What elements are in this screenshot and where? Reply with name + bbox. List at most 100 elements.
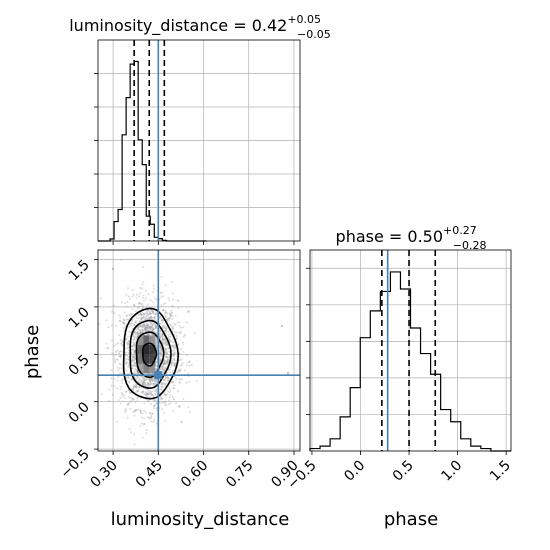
scatter-point — [164, 394, 167, 397]
scatter-point — [135, 408, 138, 411]
scatter-point — [146, 324, 149, 327]
scatter-point — [119, 356, 122, 359]
scatter-point — [146, 392, 149, 395]
luminosity-distance-marginal-grid — [98, 40, 300, 241]
scatter-point — [136, 332, 139, 335]
scatter-point — [167, 358, 170, 361]
contour-line — [122, 307, 180, 400]
scatter-point — [180, 347, 183, 350]
scatter-point — [177, 299, 180, 302]
scatter-point — [160, 296, 163, 299]
scatter-point — [148, 326, 151, 329]
scatter-point — [161, 408, 164, 411]
scatter-point — [143, 378, 146, 381]
scatter-point — [153, 407, 156, 410]
scatter-point — [153, 405, 156, 408]
scatter-point — [168, 299, 171, 302]
scatter-point — [150, 325, 152, 328]
scatter-point — [175, 337, 178, 340]
scatter-point — [138, 333, 141, 336]
scatter-point — [169, 314, 172, 317]
scatter-point — [172, 387, 175, 390]
scatter-point — [159, 330, 162, 332]
scatter-point — [150, 317, 153, 319]
scatter-point — [172, 305, 174, 307]
scatter-point — [171, 292, 174, 295]
scatter-point — [165, 361, 168, 364]
scatter-point — [151, 323, 154, 326]
scatter-point — [127, 287, 129, 290]
scatter-point — [169, 313, 172, 316]
scatter-point — [140, 317, 143, 319]
scatter-point — [173, 387, 175, 390]
scatter-point — [146, 329, 149, 332]
scatter-point — [151, 310, 153, 313]
scatter-point — [148, 316, 151, 319]
scatter-point — [119, 319, 122, 322]
scatter-point — [146, 377, 149, 380]
scatter-point — [173, 330, 176, 333]
scatter-point — [136, 327, 139, 330]
luminosity-distance-title-param: luminosity_distance — [69, 16, 228, 36]
scatter-point — [132, 341, 135, 344]
scatter-point — [133, 344, 136, 347]
scatter-point — [164, 359, 166, 362]
scatter-point — [119, 339, 122, 342]
scatter-point — [161, 367, 164, 370]
scatter-point — [149, 312, 152, 315]
scatter-point — [161, 365, 164, 368]
scatter-point — [118, 352, 121, 355]
scatter-point — [145, 328, 147, 331]
scatter-point — [141, 383, 144, 386]
scatter-point — [132, 398, 135, 401]
scatter-point — [171, 305, 174, 308]
scatter-point — [158, 369, 161, 372]
scatter-point — [140, 422, 143, 425]
scatter-point — [173, 364, 176, 367]
scatter-point — [158, 333, 161, 336]
scatter-point — [111, 310, 114, 313]
scatter-point — [138, 386, 140, 389]
scatter-point — [149, 377, 151, 380]
scatter-point — [188, 380, 191, 383]
scatter-point — [182, 397, 185, 400]
scatter-point — [160, 319, 163, 322]
joint-xlabel: luminosity_distance — [111, 509, 290, 530]
scatter-point — [150, 394, 153, 397]
scatter-point — [151, 312, 154, 314]
scatter-point — [154, 337, 157, 340]
scatter-point — [100, 393, 103, 396]
scatter-point — [170, 362, 173, 365]
scatter-point — [143, 379, 146, 382]
scatter-point — [143, 383, 146, 386]
scatter-point — [119, 385, 122, 388]
scatter-point — [134, 332, 137, 334]
scatter-point — [121, 339, 124, 342]
scatter-point — [164, 312, 167, 315]
scatter-point — [146, 383, 148, 386]
scatter-point — [182, 335, 185, 338]
scatter-point — [131, 313, 133, 315]
scatter-point — [163, 360, 166, 363]
scatter-point — [173, 333, 176, 336]
scatter-point — [187, 372, 190, 375]
scatter-point — [159, 352, 162, 355]
scatter-point — [142, 377, 145, 380]
scatter-point — [113, 377, 116, 380]
scatter-point — [128, 395, 130, 398]
scatter-point — [155, 342, 158, 345]
scatter-point — [173, 357, 176, 360]
scatter-point — [159, 346, 162, 349]
scatter-point — [130, 431, 133, 434]
scatter-point — [145, 325, 147, 328]
scatter-point — [171, 349, 174, 352]
scatter-point — [121, 400, 124, 403]
scatter-point — [146, 317, 149, 320]
scatter-point — [143, 324, 146, 327]
scatter-point — [185, 364, 188, 367]
scatter-point — [149, 326, 152, 329]
scatter-point — [167, 379, 170, 382]
scatter-point — [184, 333, 186, 336]
scatter-point — [127, 403, 130, 406]
scatter-point — [131, 289, 134, 292]
